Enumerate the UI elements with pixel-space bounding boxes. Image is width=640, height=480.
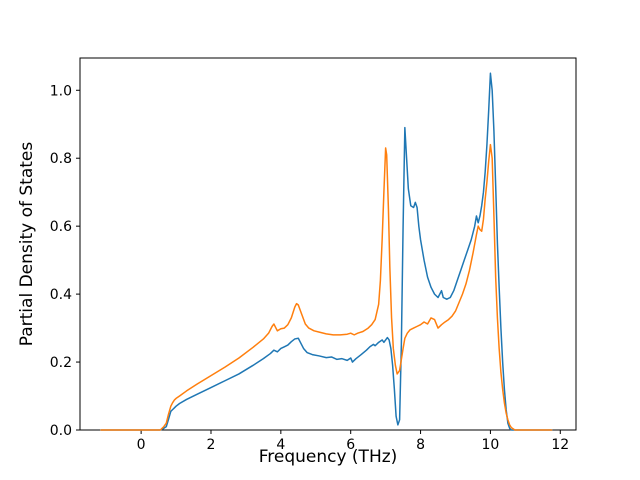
y-tick-label: 1.0 <box>50 83 72 99</box>
x-tick-label: 8 <box>416 437 425 453</box>
y-tick-label: 0.2 <box>50 355 72 371</box>
pdos-series-orange-line <box>100 143 553 431</box>
x-tick-label: 2 <box>207 437 216 453</box>
x-axis-label: Frequency (THz) <box>258 447 398 467</box>
y-axis-label: Partial Density of States <box>17 141 37 347</box>
pdos-series-blue-line <box>100 72 553 431</box>
x-tick-label: 6 <box>346 437 355 453</box>
y-tick-label: 0.4 <box>50 287 72 303</box>
x-tick-label: 0 <box>137 437 146 453</box>
x-tick-label: 12 <box>551 437 569 453</box>
y-tick-label: 0.8 <box>50 151 72 167</box>
y-tick-label: 0.6 <box>50 219 72 235</box>
y-tick-label: 0.0 <box>50 423 72 439</box>
x-tick-label: 4 <box>276 437 285 453</box>
x-tick-label: 10 <box>482 437 500 453</box>
